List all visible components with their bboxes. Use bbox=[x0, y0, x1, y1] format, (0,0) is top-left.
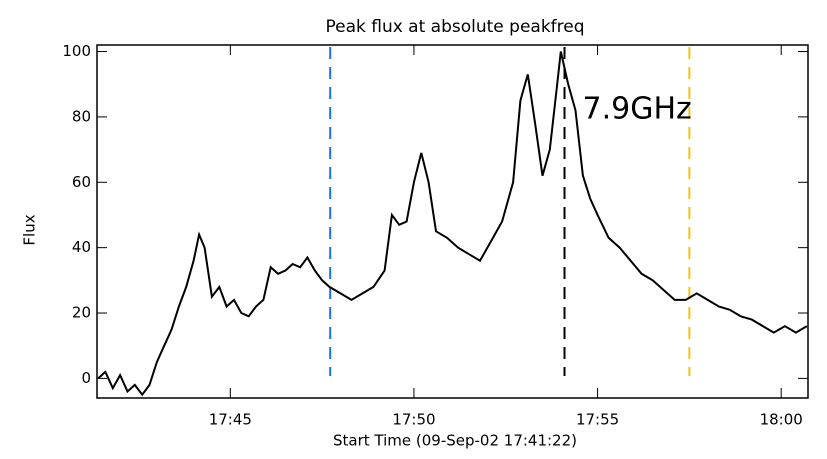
flux-line bbox=[97, 51, 808, 397]
y-tick-label: 20 bbox=[72, 304, 91, 322]
y-tick-label: 100 bbox=[62, 42, 91, 60]
y-tick-label: 40 bbox=[72, 238, 91, 256]
plot-frame bbox=[96, 44, 809, 399]
chart-title: Peak flux at absolute peakfreq bbox=[325, 17, 584, 37]
x-tick-label: 17:55 bbox=[576, 411, 619, 429]
x-tick-label: 17:45 bbox=[209, 411, 252, 429]
x-tick-label: 17:50 bbox=[392, 411, 435, 429]
y-tick-label: 80 bbox=[72, 107, 91, 125]
x-axis-label: Start Time (09-Sep-02 17:41:22) bbox=[333, 432, 577, 450]
x-tick-label: 18:00 bbox=[760, 411, 803, 429]
y-axis-label: Flux bbox=[21, 214, 39, 245]
y-tick-label: 0 bbox=[81, 369, 91, 387]
annotation: 7.9GHz bbox=[583, 92, 692, 127]
y-tick-label: 60 bbox=[72, 173, 91, 191]
